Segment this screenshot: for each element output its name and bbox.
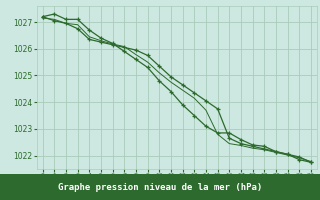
Text: Graphe pression niveau de la mer (hPa): Graphe pression niveau de la mer (hPa) (58, 182, 262, 192)
